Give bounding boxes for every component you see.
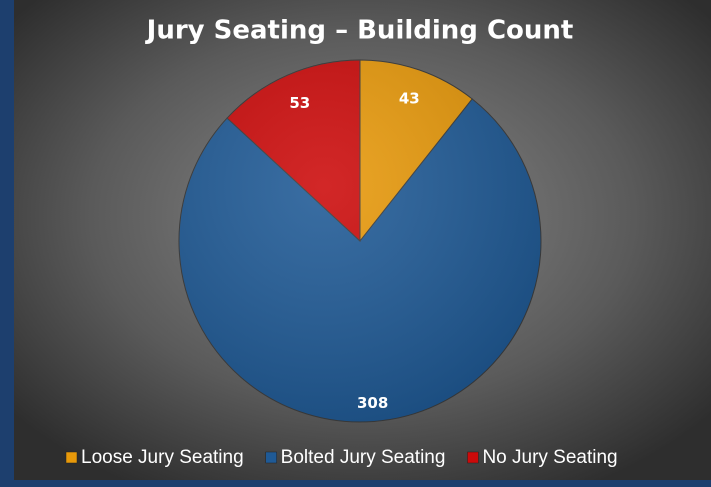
chart-title: Jury Seating – Building Count	[145, 16, 574, 46]
legend: Loose Jury Seating Bolted Jury Seating No …	[65, 447, 618, 468]
legend-label: Bolted Jury Seating	[281, 447, 446, 468]
data-labels: 43 308 53	[289, 90, 419, 412]
data-label: 53	[289, 94, 310, 112]
data-label: 43	[399, 90, 420, 108]
legend-swatch	[65, 451, 78, 464]
legend-label: No Jury Seating	[482, 447, 617, 468]
legend-label: Loose Jury Seating	[81, 447, 244, 468]
legend-swatch	[467, 451, 479, 464]
data-label: 308	[357, 394, 388, 412]
legend-swatch	[265, 451, 277, 464]
pie	[178, 59, 542, 423]
